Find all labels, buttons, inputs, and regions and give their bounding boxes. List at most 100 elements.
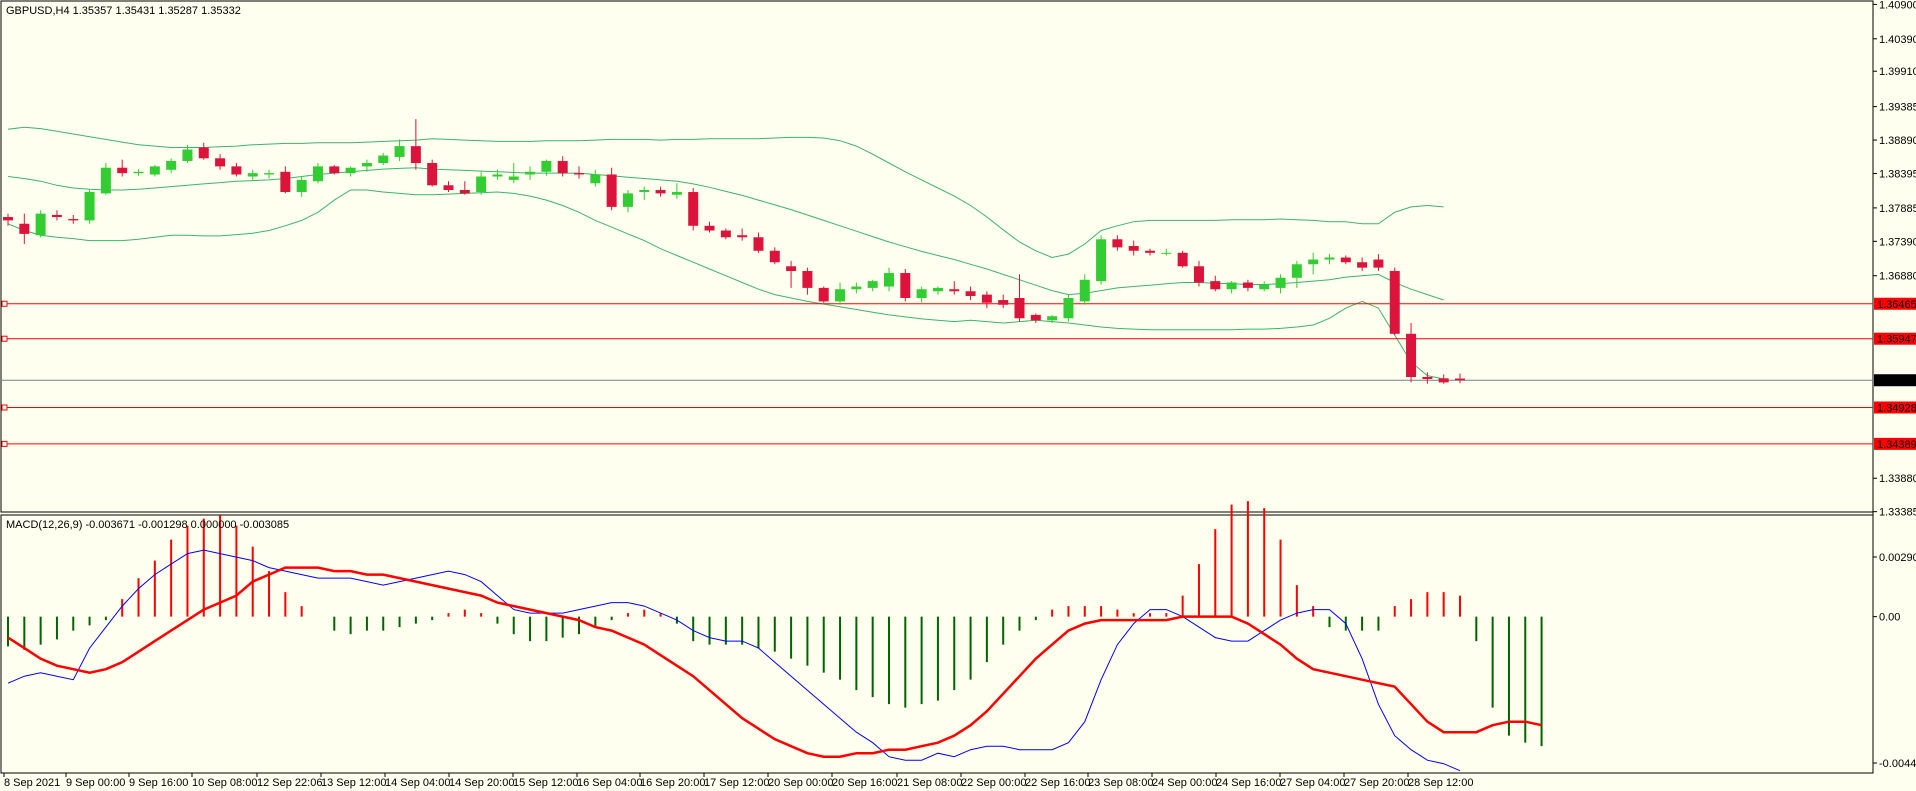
time-tick-label: 24 Sep 00:00	[1152, 777, 1217, 789]
time-tick-label: 16 Sep 20:00	[640, 777, 705, 789]
candle-body	[998, 300, 1009, 305]
candle-body	[84, 192, 95, 221]
candle-body	[1014, 298, 1025, 319]
candle-body	[443, 185, 454, 191]
candle-body	[1030, 314, 1041, 321]
time-tick-label: 9 Sep 00:00	[66, 777, 125, 789]
candle-body	[590, 174, 601, 184]
candle-body	[280, 171, 291, 193]
candle-body	[753, 237, 764, 251]
candle-body	[1063, 298, 1074, 319]
level-price-label: 1.34389	[1877, 439, 1916, 451]
candle-body	[264, 173, 275, 175]
candle-body	[427, 163, 438, 186]
candle-body	[1079, 279, 1090, 302]
time-tick-label: 16 Sep 04:00	[577, 777, 642, 789]
price-tick-label: 1.39385	[1879, 102, 1916, 114]
level-price-label: 1.36465	[1877, 299, 1916, 311]
candle-body	[312, 166, 323, 182]
candle-body	[1161, 252, 1172, 254]
time-tick-label: 8 Sep 2021	[4, 777, 60, 789]
time-tick-label: 27 Sep 04:00	[1280, 777, 1345, 789]
time-tick-label: 27 Sep 20:00	[1344, 777, 1409, 789]
candle-body	[198, 147, 209, 159]
candle-body	[133, 171, 144, 174]
candle-body	[329, 166, 340, 174]
candle-body	[720, 230, 731, 238]
candle-body	[68, 219, 79, 221]
candle-body	[361, 163, 372, 167]
macd-tick-label: 0.00	[1879, 612, 1900, 624]
price-axis: 1.40900 1.40390 1.39910 1.39385 1.38890 1.383…	[1873, 0, 1916, 519]
candle-body	[35, 213, 46, 236]
candle-body	[818, 287, 829, 302]
candle-body	[769, 250, 780, 263]
candle-body	[851, 286, 862, 290]
time-tick-label: 13 Sep 12:00	[321, 777, 386, 789]
price-tick-label: 1.33880	[1879, 473, 1916, 485]
candle-body	[1210, 281, 1221, 290]
time-tick-label: 23 Sep 08:00	[1088, 777, 1153, 789]
candle-body	[1389, 271, 1400, 334]
bollinger-lower-line	[7, 189, 1444, 380]
candle-body	[459, 190, 470, 194]
time-tick-label: 15 Sep 12:00	[513, 777, 578, 789]
current-price-tag	[1874, 374, 1916, 387]
candle-body	[688, 192, 699, 226]
macd-axis: 0.002903 0.00 -0.004466	[1873, 552, 1916, 770]
candle-body	[1340, 257, 1351, 263]
candle-body	[182, 149, 193, 161]
candle-body	[557, 160, 568, 174]
candle-body	[508, 176, 519, 180]
current-price-label: 1.35332	[1877, 375, 1916, 387]
candle-body	[541, 160, 552, 172]
candle-body	[231, 166, 242, 175]
time-tick-label: 22 Sep 16:00	[1025, 777, 1090, 789]
candle-body	[1177, 252, 1188, 267]
level-price-tag	[1874, 401, 1916, 414]
level-handle[interactable]	[1, 440, 8, 447]
macd-tick-label: 0.002903	[1879, 552, 1916, 564]
candle-body	[965, 291, 976, 296]
candle-body	[525, 171, 536, 175]
candle-body	[1259, 284, 1270, 290]
horizontal-levels[interactable]: 1.36465 1.35947 1.34928 1.34389 1.35332	[1, 297, 1916, 451]
level-price-label: 1.35947	[1877, 334, 1916, 346]
level-price-label: 1.34928	[1877, 403, 1916, 415]
signal-line	[7, 566, 1542, 758]
candle-body	[1373, 259, 1384, 268]
time-tick-label: 21 Sep 08:00	[897, 777, 962, 789]
price-tick-label: 1.38890	[1879, 135, 1916, 147]
level-handle[interactable]	[1, 300, 8, 307]
level-handle[interactable]	[1, 335, 8, 342]
level-price-tag	[1874, 437, 1916, 450]
candle-body	[1308, 259, 1319, 265]
candle-body	[1128, 246, 1139, 251]
candle-body	[916, 289, 927, 299]
time-tick-label: 24 Sep 16:00	[1216, 777, 1281, 789]
candle-body	[737, 235, 748, 238]
candle-body	[296, 179, 307, 193]
candle-body	[1291, 264, 1302, 278]
candle-body	[671, 192, 682, 195]
candle-body	[949, 289, 960, 292]
candle-body	[492, 174, 503, 177]
candle-body	[410, 146, 421, 164]
level-price-tag	[1874, 297, 1916, 310]
candle-body	[574, 173, 585, 175]
symbol-header: GBPUSD,H4 1.35357 1.35431 1.35287 1.3533…	[6, 5, 241, 17]
candle-body	[1226, 282, 1237, 290]
candle-body	[786, 266, 797, 272]
macd-line	[7, 549, 1461, 772]
candle-body	[704, 225, 715, 231]
candle-body	[622, 193, 633, 207]
candle-body	[117, 167, 128, 174]
candle-body	[1112, 239, 1123, 248]
price-tick-label: 1.38395	[1879, 168, 1916, 180]
time-tick-label: 22 Sep 00:00	[961, 777, 1026, 789]
level-handle[interactable]	[1, 404, 8, 411]
time-tick-label: 20 Sep 16:00	[832, 777, 897, 789]
price-tick-label: 1.33385	[1879, 507, 1916, 519]
macd-tick-label: -0.004466	[1879, 758, 1916, 770]
